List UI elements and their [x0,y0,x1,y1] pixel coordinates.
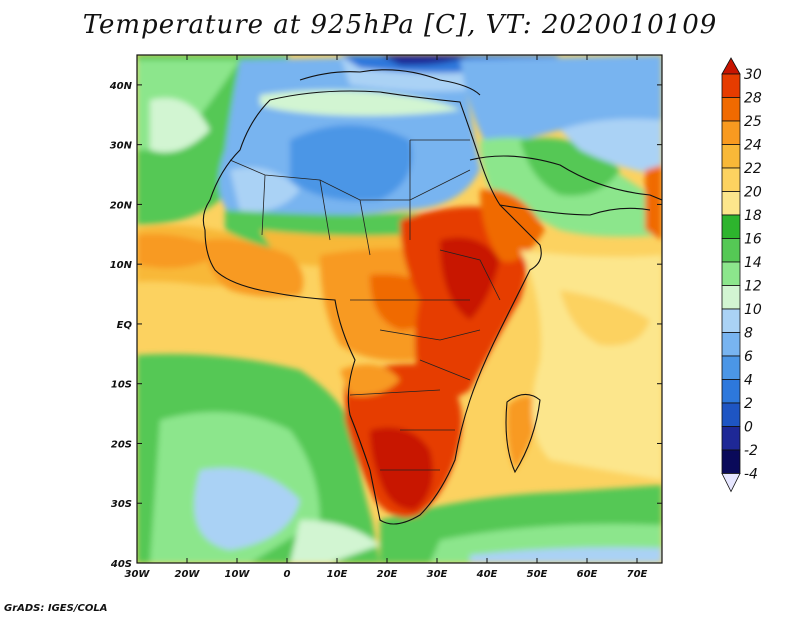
colorbar-label: 24 [744,138,762,154]
y-tick-label: 20N [110,200,133,211]
colorbar-swatch [721,402,741,427]
colorbar-label: -2 [744,443,758,459]
colorbar-bottom-arrow [721,473,741,493]
colorbar-label: 20 [744,185,762,201]
colorbar-swatch [721,97,741,122]
y-axis-ticks: 40N 30N 20N 10N EQ 10S 20S 30S 40S [109,81,662,570]
y-tick-label: 40S [110,559,132,570]
x-tick-label: 10E [327,569,348,580]
colorbar-label: -4 [744,467,758,483]
colorbar-label: 8 [744,326,753,342]
x-tick-label: 70E [627,569,648,580]
colorbar-swatch [721,144,741,169]
y-tick-label: 40N [109,81,133,92]
colorbar-label: 22 [744,161,762,177]
colorbar-label: 10 [744,302,762,318]
colorbar-top-arrow [721,57,741,75]
chart-title: Temperature at 925hPa [C], VT: 202001010… [82,10,718,40]
colorbar-swatch [721,332,741,357]
x-axis-ticks: 30W 20W 10W 0 10E 20E 30E 40E 50E 60E 70E [125,55,648,580]
colorbar-swatch [721,308,741,333]
colorbar-label: 30 [744,67,762,83]
colorbar-label: 28 [744,91,762,107]
coastlines [202,69,662,525]
colorbar-swatch [721,214,741,239]
x-tick-label: 60E [577,569,598,580]
grads-credit: GrADS: IGES/COLA [4,603,108,614]
colorbar-swatch [721,238,741,263]
colorbar-label: 18 [744,208,762,224]
colorbar-swatch [721,73,741,98]
colorbar-swatch [721,167,741,192]
colorbar-swatch [721,379,741,404]
colorbar-label: 6 [744,349,753,365]
colorbar-label: 4 [744,373,753,389]
map-frame [136,54,663,564]
x-tick-label: 30E [427,569,448,580]
colorbar-label: 25 [744,114,762,130]
x-tick-label: 0 [284,569,291,580]
colorbar-label: 14 [744,255,762,271]
x-tick-label: 50E [527,569,548,580]
colorbar-swatch [721,355,741,380]
temperature-field [137,55,662,563]
y-tick-label: 10N [110,260,133,271]
colorbar-swatch [721,285,741,310]
country-borders [229,139,501,471]
colorbar-swatch [721,261,741,286]
y-tick-label: EQ [117,320,133,331]
y-tick-label: 20S [111,439,132,450]
y-tick-label: 30S [111,499,132,510]
x-tick-label: 20W [175,569,201,580]
x-tick-label: 10W [225,569,251,580]
x-tick-label: 40E [476,569,498,580]
colorbar-label: 2 [744,396,753,412]
y-tick-label: 10S [111,380,132,391]
colorbar-swatch [721,120,741,145]
x-tick-label: 20E [377,569,398,580]
colorbar-label: 12 [744,279,762,295]
x-tick-label: 30W [125,569,151,580]
colorbar-swatch [721,449,741,474]
colorbar-swatch [721,191,741,216]
colorbar-label: 0 [744,420,753,436]
y-tick-label: 30N [110,141,133,152]
colorbar-label: 16 [744,232,762,248]
colorbar-swatch [721,426,741,451]
